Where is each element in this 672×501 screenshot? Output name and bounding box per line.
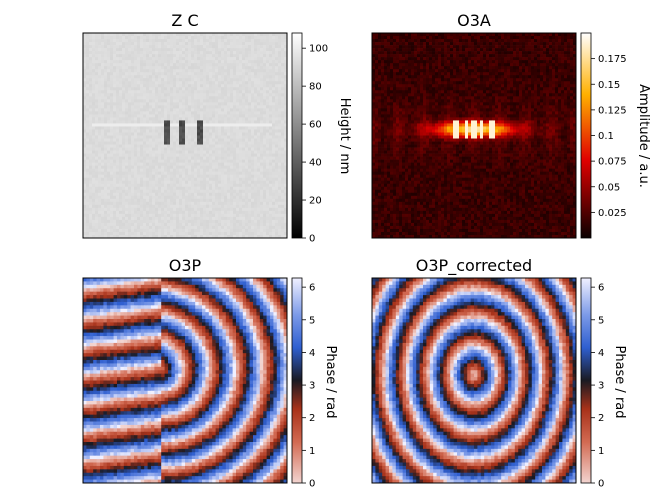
colorbar-tick-label: 4	[309, 348, 315, 359]
colorbar-label-o3p: Phase / rad	[323, 345, 338, 418]
colorbar-label-zc: Height / nm	[337, 98, 352, 175]
plot-frame-o3a	[371, 32, 577, 239]
colorbar-ticks-o3a: 0.025 0.05 0.075 0.1 0.125 0.15 0.175	[591, 54, 627, 219]
colorbar-tick-label: 6	[598, 283, 604, 294]
colorbar-tick-label: 1	[598, 446, 604, 457]
colorbar-tick-label: 0	[309, 479, 315, 490]
colorbar-tick-label: 3	[598, 381, 604, 392]
colorbar-tick-label: 0.175	[598, 54, 627, 65]
colorbar-tick-label: 4	[598, 348, 604, 359]
panel-o3a: O3A 0.025 0.05 0.075 0.1 0.125 0.15 0.175 Ampl…	[371, 11, 651, 239]
heatmap-o3p-corrected	[372, 278, 577, 484]
colorbar-tick-label: 3	[309, 381, 315, 392]
panel-o3p: O3P 0 1 2 3 4 5 6 Phase / rad	[82, 256, 338, 490]
panel-title-o3a: O3A	[457, 11, 491, 30]
panel-title-o3p-corrected: O3P_corrected	[416, 256, 532, 276]
colorbar-tick-label: 100	[309, 44, 328, 55]
panel-zc: Z C 0 20 40 60 80 100 Height / nm	[82, 11, 352, 245]
colorbar-tick-label: 6	[309, 283, 315, 294]
colorbar-tick-label: 5	[598, 315, 604, 326]
colorbar-tick-label: 40	[309, 158, 322, 169]
colorbar-tick-label: 0.1	[598, 131, 614, 142]
panel-title-zc: Z C	[171, 11, 198, 30]
colorbar-tick-label: 0.15	[598, 80, 620, 91]
colorbar-tick-label: 0.075	[598, 157, 627, 168]
colorbar-tick-label: 80	[309, 82, 322, 93]
panel-title-o3p: O3P	[169, 256, 202, 275]
colorbar-tick-label: 0.05	[598, 182, 620, 193]
colorbar-ticks-o3p: 0 1 2 3 4 5 6	[302, 283, 315, 490]
colorbar-label-o3p-corrected: Phase / rad	[612, 345, 627, 418]
heatmap-o3p	[83, 278, 288, 484]
panel-o3p-corrected: O3P_corrected 0 1 2 3 4 5 6 Phase / rad	[371, 256, 627, 490]
colorbar-tick-label: 0	[598, 479, 604, 490]
colorbar-tick-label: 0.025	[598, 208, 627, 219]
colorbar-zc	[291, 32, 303, 239]
colorbar-tick-label: 2	[598, 413, 604, 424]
colorbar-tick-label: 5	[309, 315, 315, 326]
colorbar-ticks-o3p-corrected: 0 1 2 3 4 5 6	[591, 283, 604, 490]
plot-frame-o3p	[82, 277, 288, 484]
heatmap-zc	[83, 33, 288, 239]
heatmap-o3a	[372, 33, 577, 239]
colorbar-tick-label: 0.125	[598, 105, 627, 116]
colorbar-tick-label: 1	[309, 446, 315, 457]
plot-frame-o3p-corrected	[371, 277, 577, 484]
colorbar-o3p	[291, 277, 303, 484]
colorbar-label-o3a: Amplitude / a.u.	[636, 84, 651, 188]
colorbar-ticks-zc: 0 20 40 60 80 100	[302, 44, 328, 245]
colorbar-tick-label: 2	[309, 413, 315, 424]
plot-frame-zc	[82, 32, 288, 239]
colorbar-tick-label: 60	[309, 120, 322, 131]
colorbar-tick-label: 0	[309, 234, 315, 245]
colorbar-tick-label: 20	[309, 196, 322, 207]
colorbar-o3p-corrected	[580, 277, 592, 484]
colorbar-o3a	[580, 32, 592, 239]
